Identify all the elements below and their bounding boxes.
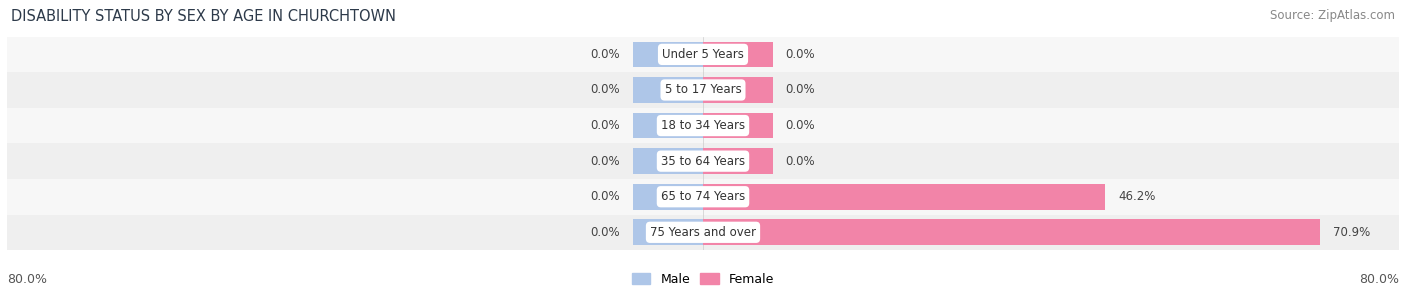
Text: 80.0%: 80.0% [7, 273, 46, 286]
Text: 0.0%: 0.0% [591, 119, 620, 132]
Text: 0.0%: 0.0% [786, 155, 815, 168]
Text: 0.0%: 0.0% [591, 226, 620, 239]
Bar [633, 184, 703, 210]
Bar [7, 214, 1399, 250]
Text: 0.0%: 0.0% [591, 155, 620, 168]
Bar [633, 41, 703, 67]
Bar [7, 37, 1399, 72]
Text: 0.0%: 0.0% [591, 84, 620, 96]
Bar [703, 41, 773, 67]
Text: 18 to 34 Years: 18 to 34 Years [661, 119, 745, 132]
Bar [633, 113, 703, 138]
Text: 75 Years and over: 75 Years and over [650, 226, 756, 239]
Text: 5 to 17 Years: 5 to 17 Years [665, 84, 741, 96]
Text: 0.0%: 0.0% [786, 119, 815, 132]
Bar [703, 184, 1105, 210]
Text: 70.9%: 70.9% [1333, 226, 1369, 239]
Text: 46.2%: 46.2% [1118, 190, 1156, 203]
Bar [7, 108, 1399, 143]
Bar [633, 220, 703, 245]
Bar [703, 77, 773, 103]
Text: 0.0%: 0.0% [591, 190, 620, 203]
Text: DISABILITY STATUS BY SEX BY AGE IN CHURCHTOWN: DISABILITY STATUS BY SEX BY AGE IN CHURC… [11, 9, 396, 24]
Text: 80.0%: 80.0% [1360, 273, 1399, 286]
Legend: Male, Female: Male, Female [627, 268, 779, 291]
Bar [703, 220, 1320, 245]
Bar [703, 148, 773, 174]
Text: Source: ZipAtlas.com: Source: ZipAtlas.com [1270, 9, 1395, 22]
Bar [633, 148, 703, 174]
Bar [7, 179, 1399, 214]
Bar [703, 113, 773, 138]
Text: 65 to 74 Years: 65 to 74 Years [661, 190, 745, 203]
Text: 35 to 64 Years: 35 to 64 Years [661, 155, 745, 168]
Bar [7, 143, 1399, 179]
Text: 0.0%: 0.0% [786, 84, 815, 96]
Text: 0.0%: 0.0% [591, 48, 620, 61]
Bar [7, 72, 1399, 108]
Text: 0.0%: 0.0% [786, 48, 815, 61]
Bar [633, 77, 703, 103]
Text: Under 5 Years: Under 5 Years [662, 48, 744, 61]
